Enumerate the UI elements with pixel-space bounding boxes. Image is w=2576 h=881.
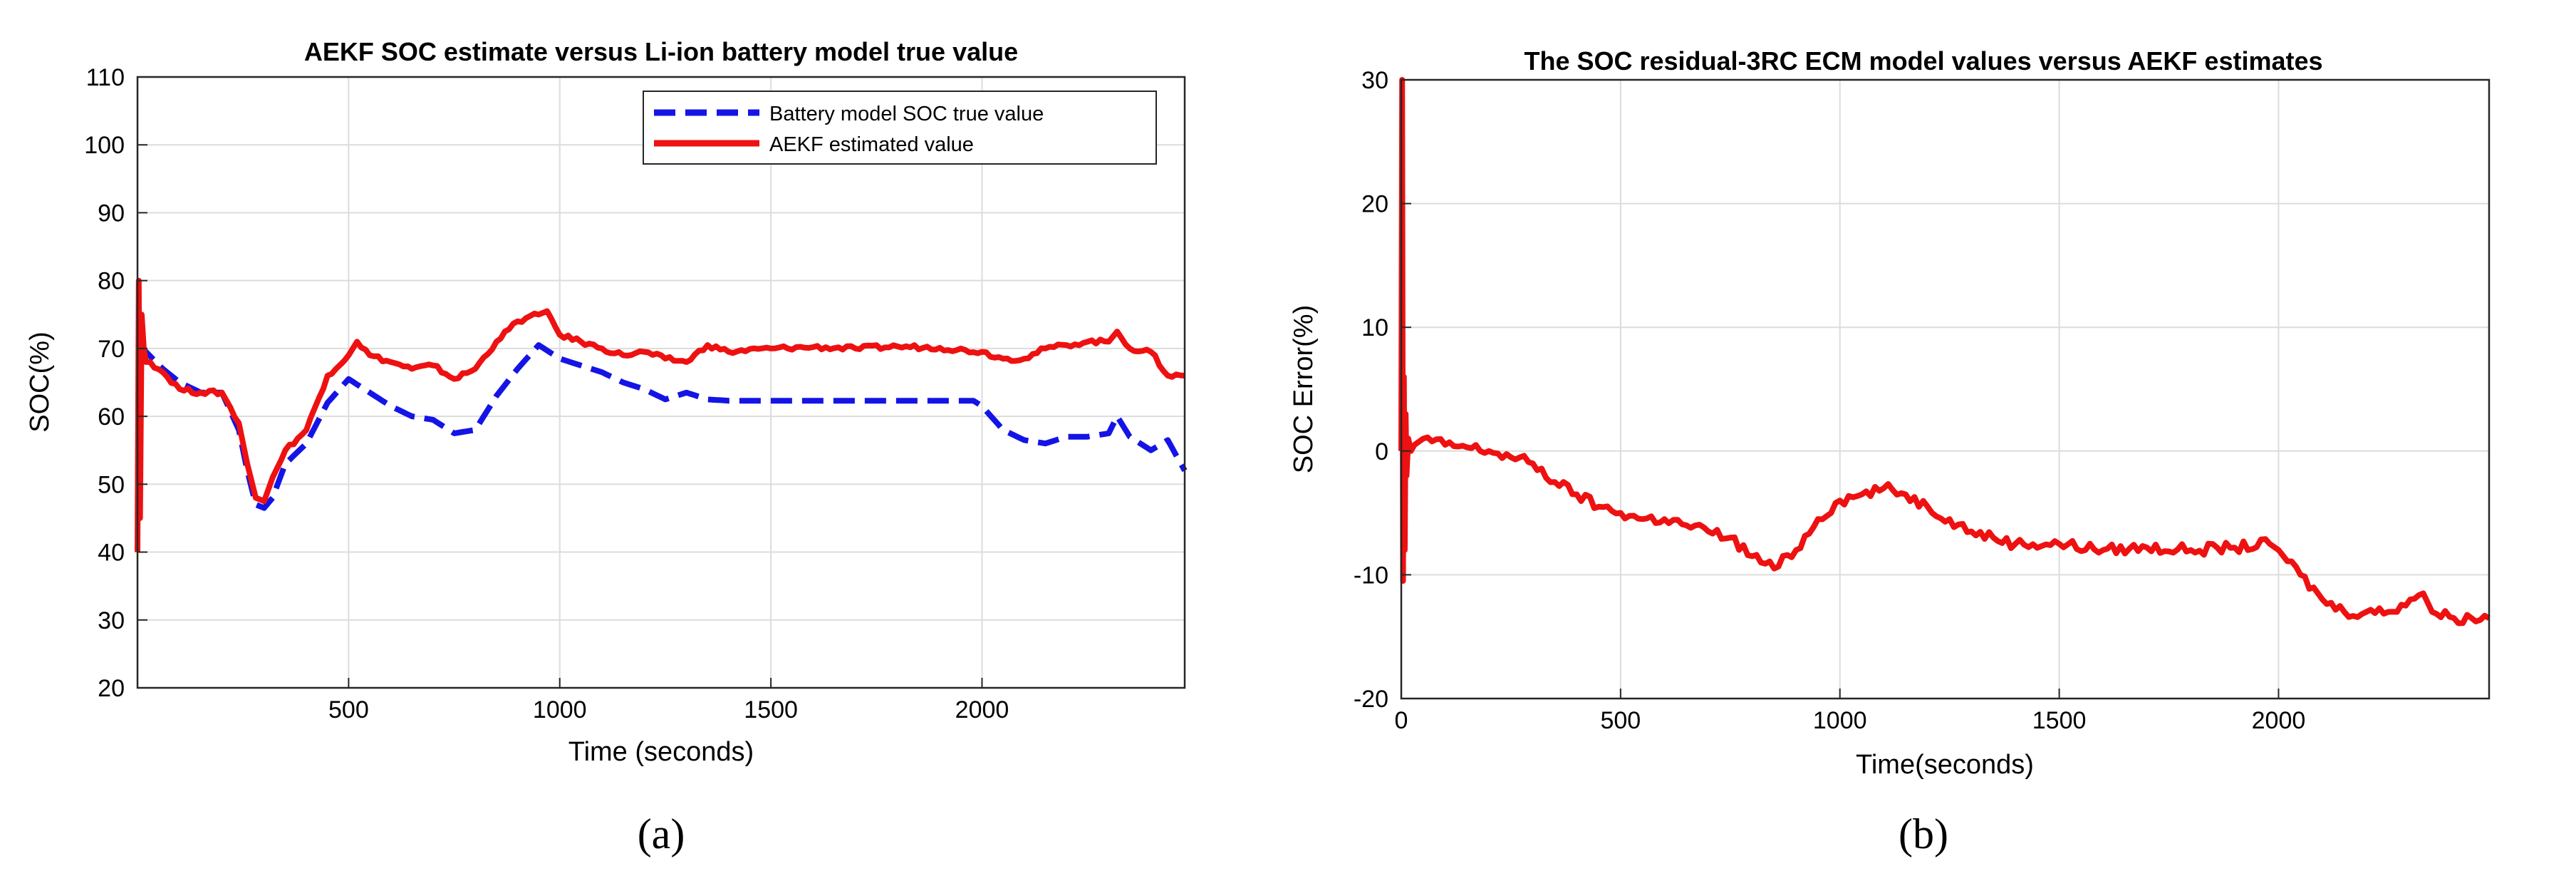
chart-b: The SOC residual-3RC ECM model values ve…: [1289, 46, 2491, 857]
y-tick-label: 80: [98, 268, 125, 295]
y-tick-label: 30: [98, 607, 125, 634]
series-line-soc-residual: [1398, 77, 2491, 627]
x-tick-label: 1500: [744, 696, 798, 723]
chart-a-lines: [135, 277, 1188, 552]
chart-a-plot-area: [137, 77, 1185, 688]
chart-a-title: AEKF SOC estimate versus Li-ion battery …: [304, 37, 1018, 66]
x-tick-label: 2000: [2252, 707, 2306, 734]
y-tick-label: 20: [1361, 191, 1388, 218]
chart-b-plot-area: [1401, 80, 2489, 699]
chart-a-ticks: 500 1000 1500 2000 20 30 40 50 60 70 80 90 100 110: [84, 64, 1009, 723]
x-tick-label: 1000: [1813, 707, 1867, 734]
legend-box: [643, 91, 1157, 165]
y-tick-label: 10: [1361, 314, 1388, 341]
chart-b-lines: [1398, 77, 2491, 627]
chart-a-axes-box: [136, 76, 1186, 689]
x-tick-label: 1500: [2032, 707, 2087, 734]
chart-b-ylabel: SOC Error(%): [1289, 305, 1319, 473]
y-tick-label: -10: [1354, 562, 1388, 589]
chart-b-axes-box: [1400, 78, 2491, 700]
chart-a: AEKF SOC estimate versus Li-ion battery …: [25, 37, 1188, 857]
x-tick-label: 500: [1600, 707, 1641, 734]
y-tick-label: 0: [1375, 438, 1388, 465]
chart-b-xlabel: Time(seconds): [1856, 750, 2034, 780]
y-tick-label: -20: [1354, 686, 1388, 713]
chart-b-title: The SOC residual-3RC ECM model values ve…: [1524, 46, 2322, 76]
series-line-battery-model-soc-true-value: [135, 342, 1188, 511]
x-tick-label: 0: [1395, 707, 1408, 734]
y-tick-label: 100: [84, 132, 125, 159]
chart-b-caption: (b): [1899, 810, 1948, 857]
chart-a-legend: Battery model SOC true value AEKF estima…: [643, 91, 1157, 165]
y-tick-label: 50: [98, 471, 125, 498]
y-tick-label: 30: [1361, 67, 1388, 94]
y-tick-label: 60: [98, 403, 125, 431]
y-tick-label: 90: [98, 200, 125, 227]
chart-a-ylabel: SOC(%): [25, 331, 55, 432]
chart-a-xlabel: Time (seconds): [568, 737, 754, 767]
y-tick-label: 20: [98, 675, 125, 702]
x-tick-label: 500: [328, 696, 369, 723]
y-tick-label: 40: [98, 540, 125, 567]
y-tick-label: 70: [98, 336, 125, 363]
legend-label-aekf: AEKF estimated value: [769, 133, 974, 156]
chart-a-caption: (a): [638, 810, 685, 857]
legend-label-true-value: Battery model SOC true value: [769, 103, 1044, 125]
y-tick-label: 110: [86, 64, 125, 91]
chart-b-ticks: 0 500 1000 1500 2000 -20 -10 0 10 20 30: [1354, 67, 2305, 734]
series-line-aekf-estimated-value: [135, 277, 1185, 552]
x-tick-label: 1000: [533, 696, 587, 723]
x-tick-label: 2000: [955, 696, 1009, 723]
